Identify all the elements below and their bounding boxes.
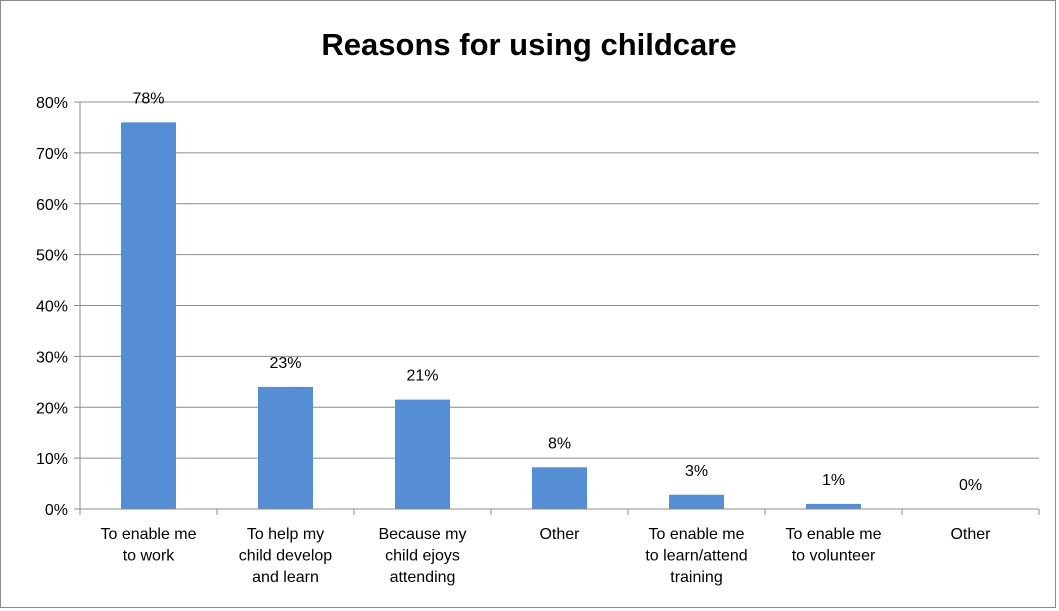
category-label-line: training (670, 569, 722, 586)
category-label-line: To help my (247, 526, 324, 543)
category-label-line: Because my (378, 526, 466, 543)
data-label: 1% (822, 472, 845, 489)
bar (258, 386, 313, 509)
y-tick-label: 30% (36, 349, 68, 366)
category-label-line: attending (390, 569, 456, 586)
gridlines (80, 101, 1039, 459)
category-label-line: child ejoys (385, 548, 460, 565)
category-label-line: To enable me (100, 526, 196, 543)
data-label: 23% (269, 355, 301, 372)
y-tick-label: 50% (36, 248, 68, 265)
category-label: Because my child ejoys attending (378, 526, 466, 586)
data-label: 21% (406, 368, 438, 385)
bar (532, 467, 587, 509)
y-tick-label: 80% (36, 95, 68, 112)
category-label-line: To enable me (785, 526, 881, 543)
category-label-line: to volunteer (792, 548, 876, 565)
category-label-line: and learn (252, 569, 319, 586)
data-label: 3% (685, 463, 708, 480)
category-label-line: To enable me (648, 526, 744, 543)
category-label-line: to work (123, 548, 176, 565)
bars (121, 122, 861, 509)
labels: 0% 10% 20% 30% 40% 50% 60% 70% 80% 78% To enable m… (36, 90, 991, 586)
y-tick-label: 0% (45, 502, 68, 519)
y-tick-label: 40% (36, 299, 68, 316)
bar (395, 399, 450, 509)
bar (806, 503, 861, 509)
y-tick-label: 20% (36, 400, 68, 417)
category-label-line: Other (539, 526, 580, 543)
category-label-line: to learn/attend (645, 548, 747, 565)
data-label: 78% (132, 90, 164, 107)
chart-title: Reasons for using childcare (321, 27, 737, 62)
category-label: To enable me to work (100, 526, 196, 565)
category-label: To enable me to learn/attend training (645, 526, 747, 586)
bar (121, 122, 176, 509)
category-label: To enable me to volunteer (785, 526, 881, 565)
y-tick-label: 70% (36, 146, 68, 163)
y-tick-label: 60% (36, 197, 68, 214)
category-label: To help my child develop and learn (239, 526, 333, 586)
axes (74, 101, 1040, 515)
category-label-line: Other (950, 526, 991, 543)
category-label: Other (950, 526, 991, 543)
y-tick-label: 10% (36, 451, 68, 468)
data-label: 0% (959, 477, 982, 494)
category-label-line: child develop (239, 548, 333, 565)
data-label: 8% (548, 435, 571, 452)
category-label: Other (539, 526, 580, 543)
bar (669, 494, 724, 509)
